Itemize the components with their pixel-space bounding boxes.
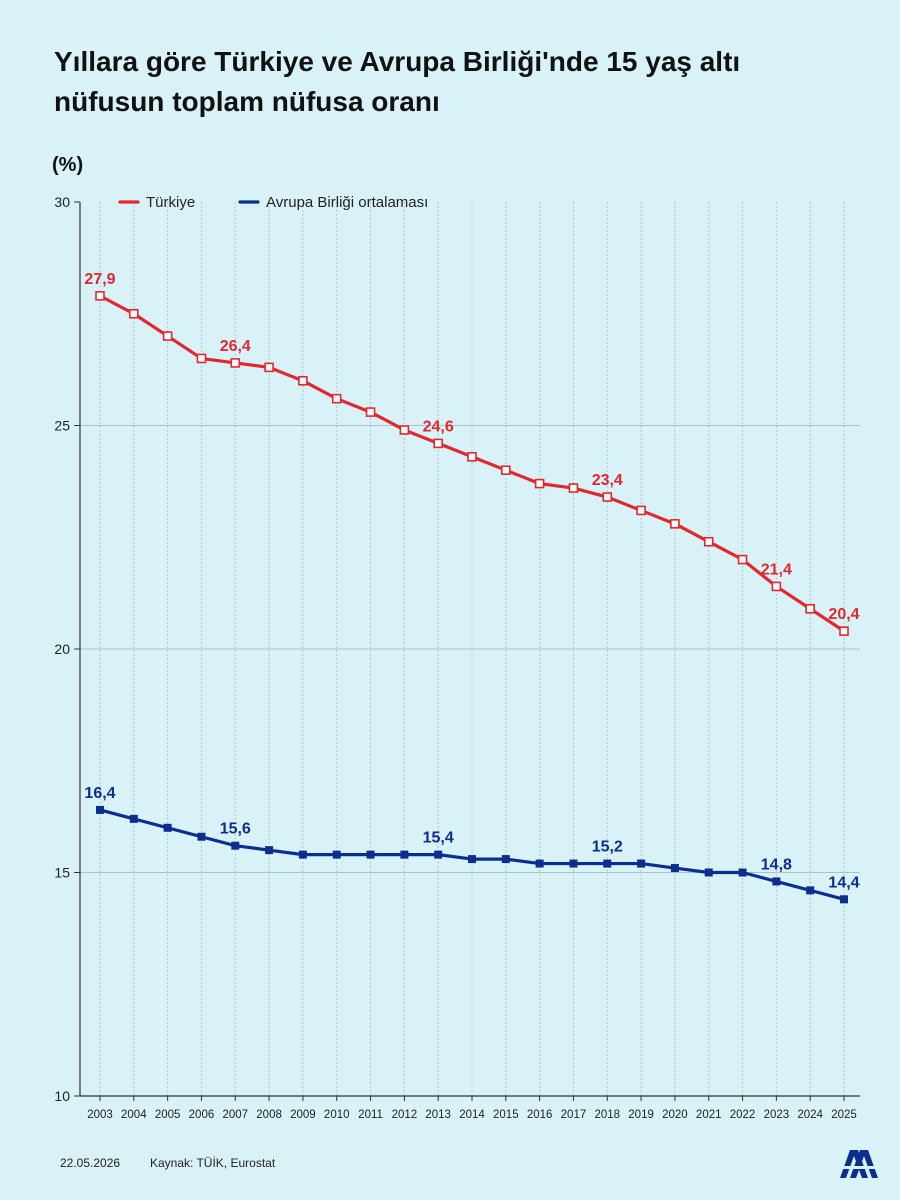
- x-tick-label: 2020: [662, 1109, 688, 1121]
- data-label: 14,4: [828, 874, 859, 891]
- data-point: [366, 850, 375, 859]
- y-axis-unit-label: (%): [52, 154, 84, 176]
- data-point: [670, 864, 679, 873]
- data-label: 26,4: [220, 338, 251, 355]
- x-tick-label: 2023: [764, 1109, 790, 1121]
- data-point: [805, 603, 815, 614]
- x-tick-label: 2025: [831, 1109, 857, 1121]
- data-point: [399, 425, 410, 435]
- data-point: [467, 451, 477, 462]
- data-point: [400, 850, 409, 859]
- x-tick-label: 2014: [459, 1109, 485, 1121]
- data-point: [839, 626, 849, 636]
- x-tick-label: 2024: [797, 1109, 823, 1121]
- data-point: [806, 886, 815, 895]
- x-tick-label: 2004: [121, 1109, 147, 1121]
- x-tick-label: 2021: [696, 1109, 722, 1121]
- y-tick-label: 30: [54, 194, 70, 210]
- data-point: [771, 581, 782, 592]
- data-label: 15,6: [220, 821, 251, 838]
- x-tick-label: 2009: [290, 1109, 316, 1121]
- data-point: [265, 846, 274, 855]
- data-point: [501, 465, 511, 476]
- data-point: [704, 868, 713, 877]
- data-point: [264, 362, 274, 373]
- data-label: 15,2: [592, 839, 623, 856]
- data-point: [365, 407, 376, 417]
- data-point: [535, 859, 544, 868]
- x-tick-label: 2018: [594, 1109, 620, 1121]
- legend: Türkiye Avrupa Birliği ortalaması: [118, 194, 428, 211]
- data-point: [163, 823, 172, 832]
- data-label: 16,4: [84, 785, 115, 802]
- x-tick-label: 2022: [730, 1109, 756, 1121]
- x-tick-label: 2003: [87, 1109, 113, 1121]
- data-label: 23,4: [592, 472, 623, 489]
- data-point: [840, 895, 848, 904]
- data-point: [603, 859, 612, 868]
- data-point: [129, 814, 138, 823]
- x-tick-label: 2008: [256, 1109, 282, 1121]
- data-label: 27,9: [84, 271, 115, 288]
- data-point: [230, 358, 241, 368]
- data-point: [636, 505, 646, 516]
- data-point: [332, 850, 341, 859]
- x-tick-label: 2010: [324, 1109, 350, 1121]
- data-label: 21,4: [761, 561, 792, 578]
- x-tick-label: 2013: [425, 1109, 451, 1121]
- data-label: 14,8: [761, 856, 792, 873]
- x-tick-label: 2007: [222, 1109, 248, 1121]
- y-tick-label: 20: [54, 641, 70, 657]
- data-point: [95, 291, 105, 301]
- grid-lines: [80, 202, 860, 1096]
- y-tick-label: 25: [54, 418, 70, 434]
- data-label: 20,4: [828, 606, 859, 623]
- data-point: [433, 438, 443, 449]
- data-point: [196, 353, 207, 364]
- y-tick-label: 15: [54, 865, 70, 881]
- data-point: [331, 393, 342, 404]
- data-point: [162, 331, 173, 341]
- legend-label: Türkiye: [146, 194, 195, 211]
- aa-logo-icon: [840, 1150, 878, 1178]
- page-title: Yıllara göre Türkiye ve Avrupa Birliği'n…: [54, 46, 741, 117]
- data-point: [129, 308, 139, 319]
- data-point: [772, 877, 781, 886]
- y-tick-label: 10: [54, 1088, 70, 1104]
- data-point: [670, 519, 680, 529]
- data-point: [197, 832, 206, 841]
- data-point: [569, 859, 578, 868]
- data-point: [298, 375, 308, 386]
- series: [95, 291, 849, 904]
- data-point: [534, 478, 545, 489]
- data-point: [703, 536, 714, 547]
- legend-label: Avrupa Birliği ortalaması: [266, 194, 428, 211]
- data-point: [568, 483, 579, 493]
- data-point: [738, 868, 747, 877]
- x-tick-label: 2015: [493, 1109, 519, 1121]
- data-label: 24,6: [423, 418, 454, 435]
- data-labels: 27,9 26,4 24,6 23,4 21,4 20,4 16,4 15,6 15,4 15,2…: [84, 271, 859, 891]
- data-point: [231, 841, 240, 850]
- data-point: [637, 859, 646, 868]
- source-note: Kaynak: TÜİK, Eurostat: [150, 1156, 276, 1170]
- x-tick-label: 2016: [527, 1109, 553, 1121]
- x-tick-label: 2017: [561, 1109, 587, 1121]
- data-point: [501, 855, 510, 864]
- x-tick-label: 2012: [392, 1109, 418, 1121]
- data-point: [434, 850, 443, 859]
- x-tick-label: 2005: [155, 1109, 181, 1121]
- data-point: [468, 855, 476, 864]
- data-point: [602, 492, 613, 502]
- data-point: [737, 554, 748, 565]
- data-point: [96, 805, 104, 814]
- publication-date: 22.05.2026: [60, 1156, 121, 1170]
- data-point: [298, 850, 307, 859]
- data-label: 15,4: [423, 830, 454, 847]
- x-tick-label: 2006: [189, 1109, 215, 1121]
- x-tick-label: 2011: [358, 1109, 383, 1121]
- x-tick-label: 2019: [628, 1109, 654, 1121]
